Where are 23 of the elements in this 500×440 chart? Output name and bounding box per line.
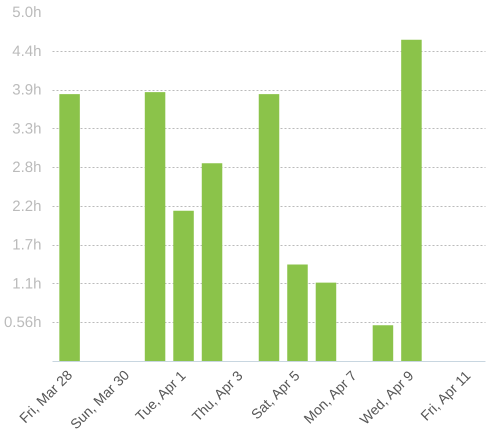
- x-tick-label: Fri, Apr 11: [417, 367, 474, 424]
- y-tick-label: 4.4h: [12, 42, 42, 60]
- bar: [401, 40, 422, 362]
- bar: [372, 325, 394, 362]
- x-tick-label: Tue, Apr 1: [132, 367, 189, 424]
- x-tick-label: Sat, Apr 5: [248, 367, 303, 422]
- bar: [258, 94, 280, 362]
- y-tick-label: 1.7h: [12, 236, 42, 254]
- y-tick-label: 2.2h: [12, 198, 42, 215]
- y-tick-label: 3.9h: [12, 82, 42, 99]
- x-tick-label: Mon, Apr 7: [300, 367, 360, 427]
- bar: [59, 94, 80, 362]
- bar: [202, 163, 222, 362]
- y-tick-label: 0.56h: [4, 314, 42, 332]
- bar: [316, 282, 336, 362]
- bar: [173, 210, 194, 362]
- x-tick-label: Thu, Apr 3: [188, 367, 246, 424]
- y-tick-label: 3.3h: [12, 120, 42, 138]
- y-tick-label: 5.0h: [12, 4, 42, 21]
- bar: [144, 92, 166, 362]
- y-tick-label: 2.8h: [12, 159, 42, 176]
- bar: [287, 264, 308, 362]
- y-tick-label: 1.1h: [12, 275, 42, 292]
